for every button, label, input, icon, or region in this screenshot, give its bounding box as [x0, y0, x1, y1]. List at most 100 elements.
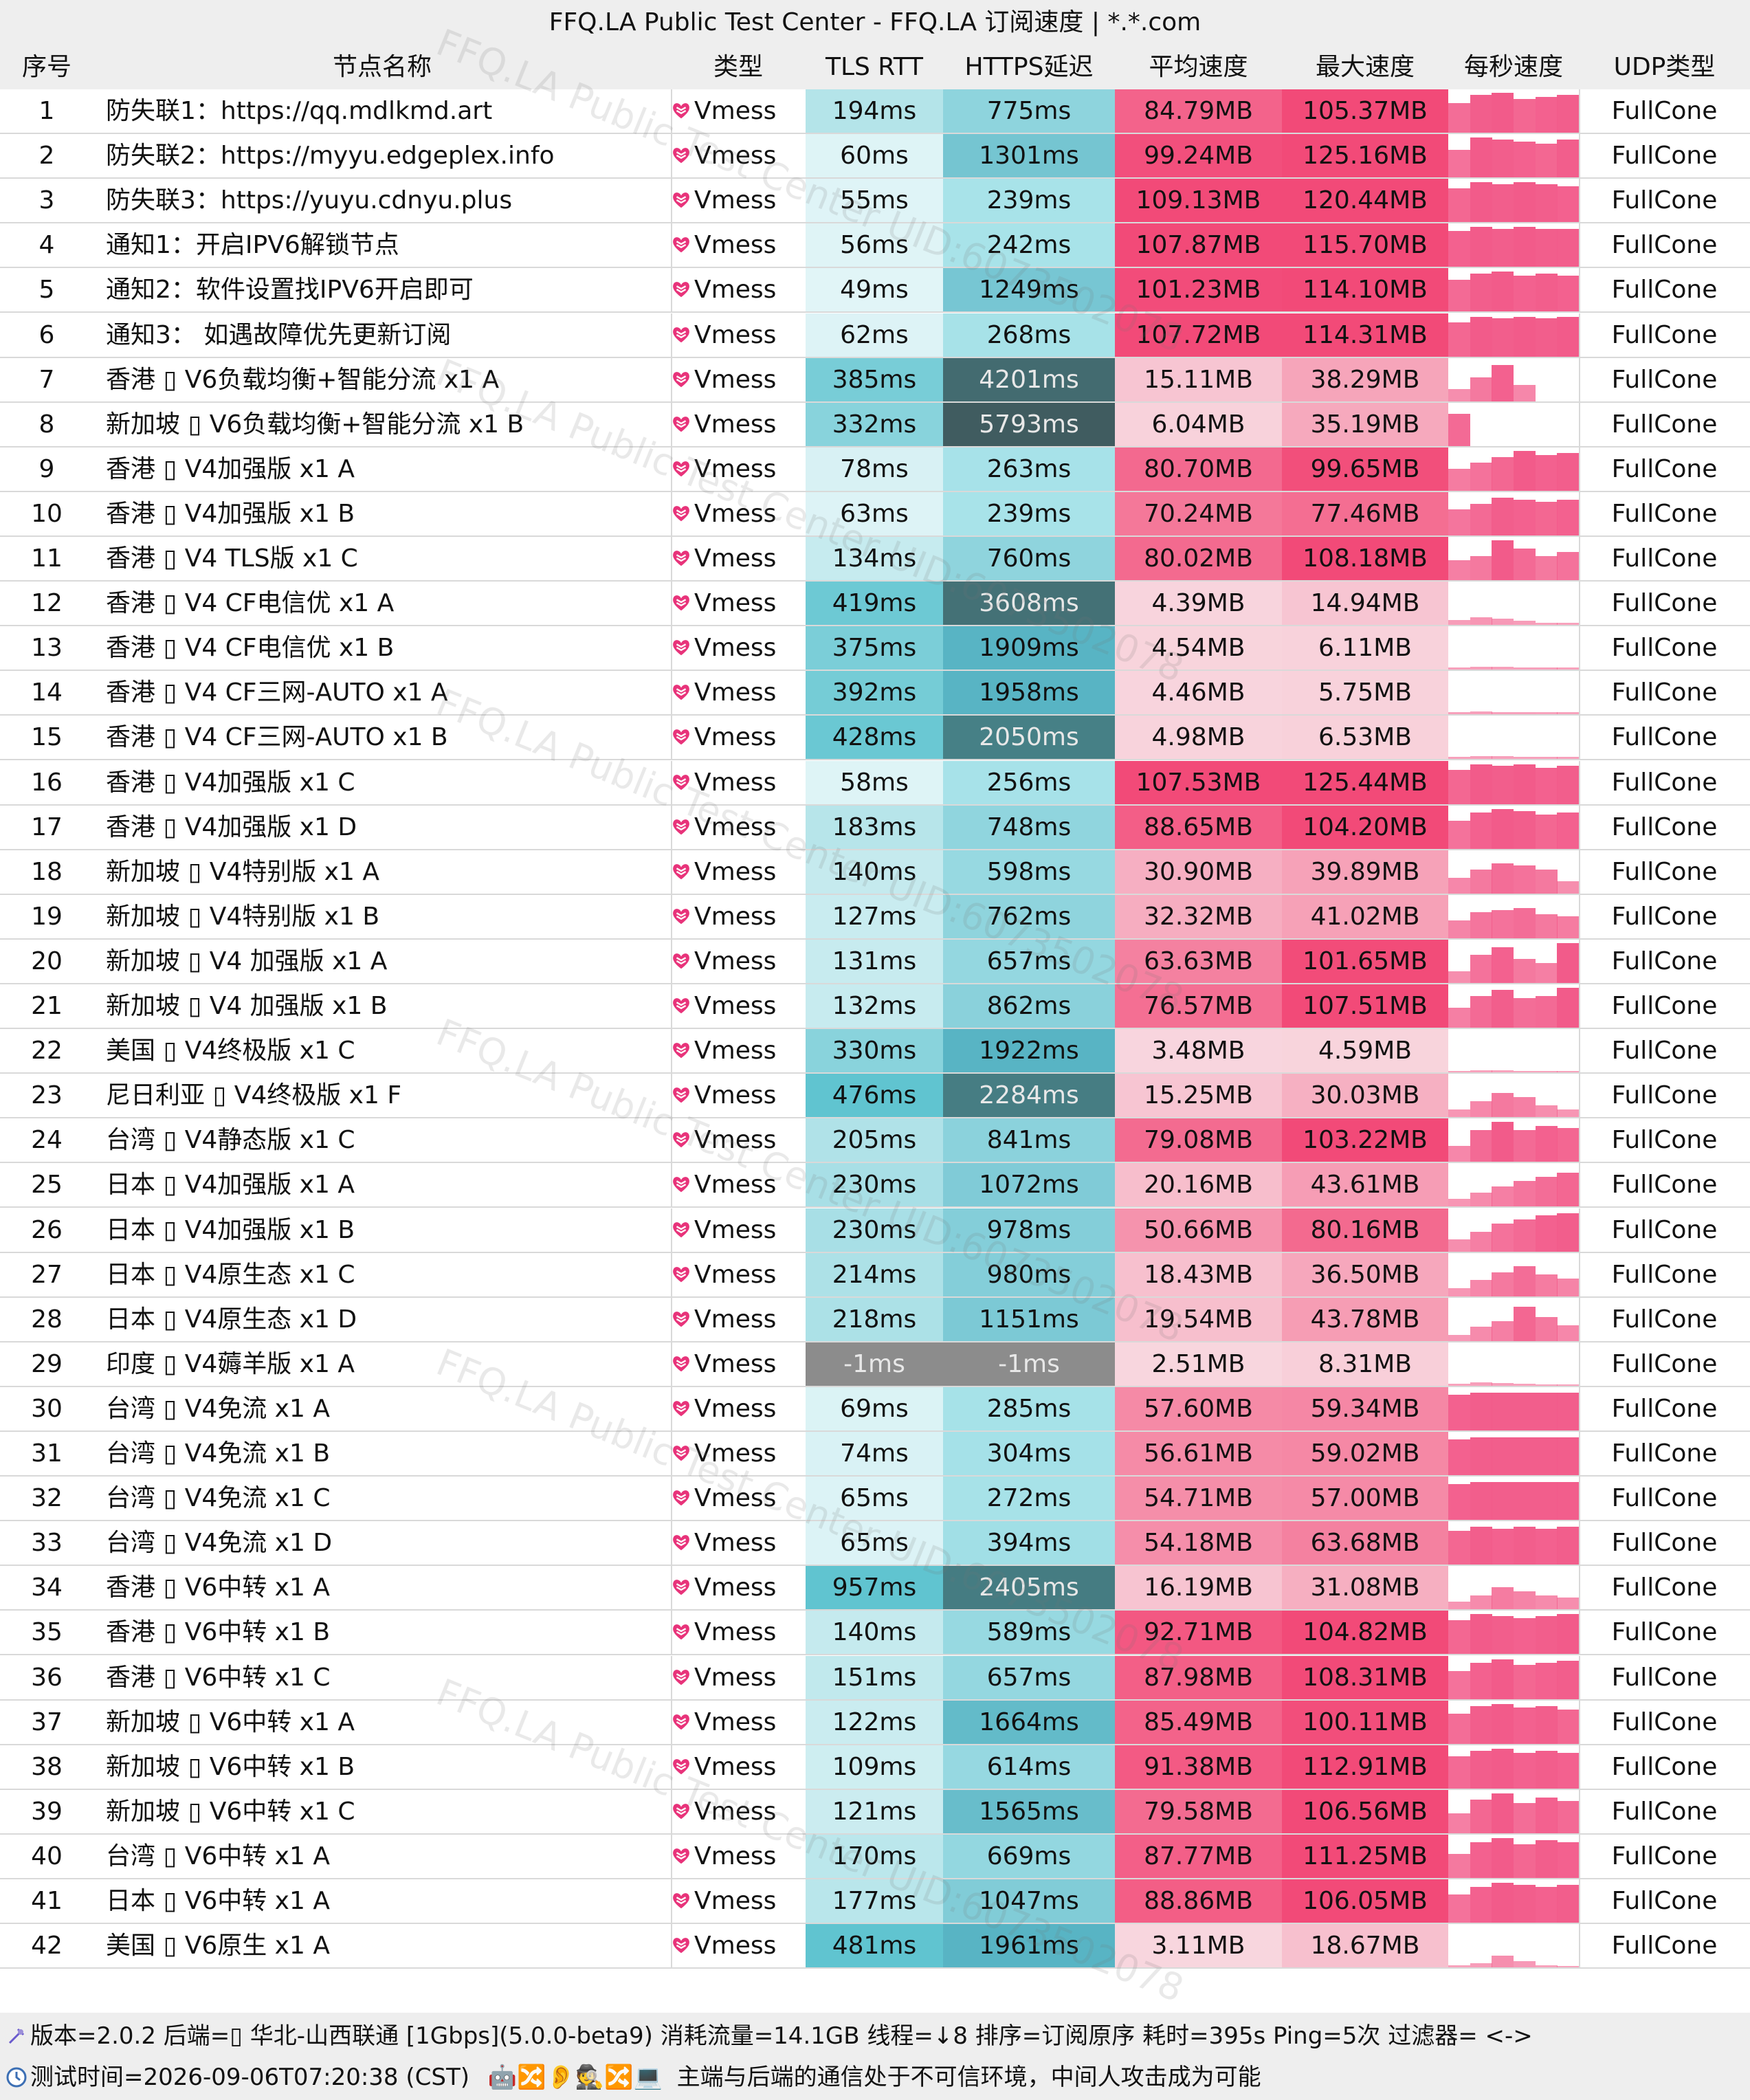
node-type: Vmess — [671, 1924, 806, 1967]
column-divider — [1579, 134, 1580, 178]
sparkline-bar — [1492, 140, 1514, 178]
sparkline-bar — [1514, 227, 1536, 267]
test-time: 测试时间=2026-09-06T07:20:38 (CST) — [30, 2064, 469, 2091]
vmess-icon — [673, 371, 689, 387]
tls-rtt-cell: 218ms — [806, 1297, 943, 1341]
column-divider — [1579, 1521, 1580, 1565]
avg-speed-cell: 4.54MB — [1115, 626, 1282, 670]
tls-rtt-cell: 60ms — [806, 134, 943, 178]
sparkline-bar — [1448, 667, 1471, 670]
column-divider — [671, 1521, 672, 1565]
sparkline-bar — [1557, 916, 1579, 938]
tls-rtt-cell: 127ms — [806, 894, 943, 938]
vmess-icon — [673, 729, 689, 745]
sparkline-bar — [1470, 1280, 1492, 1296]
column-divider — [1579, 1789, 1580, 1833]
node-name: 台湾 ▯ V4免流 x1 B — [106, 1439, 331, 1468]
sparkline-bar — [1492, 1587, 1514, 1610]
max-speed-cell: 100.11MB — [1282, 1700, 1448, 1744]
node-name: 台湾 ▯ V4免流 x1 D — [106, 1529, 333, 1558]
column-divider — [671, 850, 672, 894]
sparkline-bar — [1557, 1384, 1579, 1386]
node-type: Vmess — [671, 1477, 806, 1520]
sparkline-bar — [1557, 1392, 1579, 1430]
udp-type-cell: FullCone — [1611, 678, 1718, 707]
max-speed-cell: 59.02MB — [1282, 1432, 1448, 1475]
vmess-icon — [673, 1938, 689, 1954]
sparkline-bar — [1448, 1439, 1471, 1475]
node-type-label: Vmess — [694, 1797, 777, 1826]
https-delay-cell: 263ms — [943, 447, 1115, 491]
sparkline-bar — [1470, 316, 1492, 357]
vmess-icon — [673, 1490, 689, 1506]
node-name: 新加坡 ▯ V4特别版 x1 A — [106, 857, 379, 886]
sparkline-bar — [1470, 813, 1492, 849]
table-row: 31 台湾 ▯ V4免流 x1 B Vmess 74ms 304ms 56.61MB 59.… — [0, 1432, 1750, 1477]
udp-type-cell: FullCone — [1611, 1529, 1718, 1558]
tls-rtt-cell: 330ms — [806, 1029, 943, 1073]
column-divider — [671, 1789, 672, 1833]
max-speed-cell: 43.61MB — [1282, 1163, 1448, 1207]
max-speed-cell: 18.67MB — [1282, 1924, 1448, 1968]
sparkline-bar — [1557, 667, 1579, 670]
sparkline-bar — [1557, 766, 1579, 804]
udp-type-cell: FullCone — [1611, 1305, 1718, 1334]
column-divider — [671, 1700, 672, 1744]
sparkline-bar — [1448, 149, 1471, 178]
sparkline-bar — [1492, 947, 1514, 983]
node-type-label: Vmess — [694, 499, 777, 528]
sparkline-bar — [1514, 997, 1536, 1028]
udp-type-cell: FullCone — [1611, 1439, 1718, 1468]
column-divider — [671, 716, 672, 760]
sparkline-bar — [1470, 274, 1492, 312]
avg-speed-cell: 50.66MB — [1115, 1208, 1282, 1252]
sparkline-bar — [1514, 385, 1536, 401]
avg-speed-cell: 92.71MB — [1115, 1611, 1282, 1655]
avg-speed-cell: 6.04MB — [1115, 402, 1282, 446]
tls-rtt-cell: 58ms — [806, 760, 943, 804]
row-index: 30 — [31, 1394, 63, 1423]
row-index: 21 — [31, 992, 63, 1020]
vmess-icon — [673, 1446, 689, 1461]
node-name: 香港 ▯ V6负载均衡+智能分流 x1 A — [106, 365, 500, 394]
https-delay-cell: 657ms — [943, 939, 1115, 983]
row-index: 37 — [31, 1707, 63, 1736]
sparkline-bar — [1448, 1008, 1471, 1028]
sparkline-bar — [1514, 865, 1536, 894]
avg-speed-cell: 107.53MB — [1115, 760, 1282, 804]
avg-speed-cell: 85.49MB — [1115, 1700, 1282, 1744]
max-speed-cell: 77.46MB — [1282, 491, 1448, 535]
table-row: 20 新加坡 ▯ V4 加强版 x1 A Vmess 131ms 657ms 63.63M… — [0, 939, 1750, 984]
node-name: 香港 ▯ V4加强版 x1 D — [106, 813, 357, 841]
node-name: 新加坡 ▯ V6中转 x1 A — [106, 1707, 355, 1736]
max-speed-cell: 125.16MB — [1282, 134, 1448, 178]
max-speed-cell: 108.31MB — [1282, 1655, 1448, 1699]
table-row: 23 尼日利亚 ▯ V4终极版 x1 F Vmess 476ms 2284ms 15.25… — [0, 1074, 1750, 1119]
sparkline-bar — [1557, 276, 1579, 312]
node-type: Vmess — [671, 313, 806, 357]
avg-speed-cell: 109.13MB — [1115, 179, 1282, 223]
node-type-label: Vmess — [694, 1126, 777, 1155]
sparkline-bar — [1448, 414, 1471, 446]
sparkline-bar — [1470, 1193, 1492, 1207]
table-row: 9 香港 ▯ V4加强版 x1 A Vmess 78ms 263ms 80.70MB 99.… — [0, 447, 1750, 492]
vmess-icon — [673, 1848, 689, 1864]
column-divider — [671, 1386, 672, 1430]
sparkline-bar — [1535, 143, 1558, 178]
sparkline-bar — [1492, 497, 1514, 535]
node-type: Vmess — [671, 1835, 806, 1878]
node-type: Vmess — [671, 1208, 806, 1252]
row-index: 32 — [31, 1484, 63, 1513]
node-type: Vmess — [671, 1790, 806, 1833]
column-divider — [1579, 1297, 1580, 1341]
sparkline-bar — [1535, 274, 1558, 312]
vmess-icon — [673, 998, 689, 1014]
sparkline-bar — [1492, 619, 1514, 626]
udp-type-cell: FullCone — [1611, 1037, 1718, 1065]
node-name: 通知3： 如遇故障优先更新订阅 — [106, 320, 452, 349]
sparkline-bar — [1492, 863, 1514, 894]
node-name: 香港 ▯ V6中转 x1 B — [106, 1618, 331, 1647]
node-name: 香港 ▯ V6中转 x1 C — [106, 1663, 331, 1692]
node-name: 日本 ▯ V4原生态 x1 C — [106, 1260, 355, 1289]
https-delay-cell: 1249ms — [943, 268, 1115, 312]
